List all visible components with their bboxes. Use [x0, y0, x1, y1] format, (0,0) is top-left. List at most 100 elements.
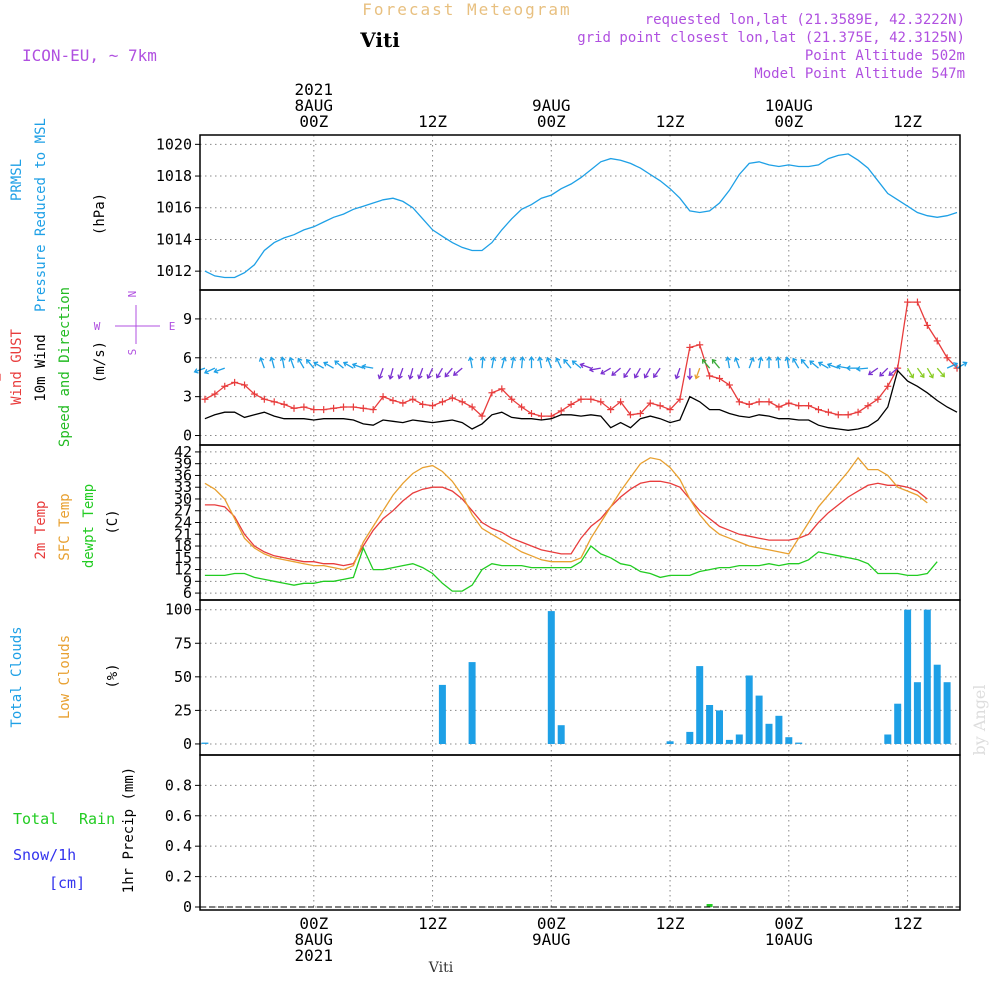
time-axis-label: 12Z [893, 914, 922, 933]
wind-arrow-head [784, 356, 791, 362]
wind-arrow-shaft [777, 357, 780, 369]
wind-direction-arrow [397, 367, 404, 380]
wind-direction-arrow [444, 367, 453, 378]
time-axis-label: 12Z [893, 112, 922, 131]
cloud-bar [725, 739, 733, 744]
wind-arrow-shaft [726, 357, 731, 369]
wind-arrow-shaft [436, 367, 444, 378]
y-tick-label: 0 [183, 898, 192, 916]
y-tick-label: 1020 [156, 135, 192, 153]
y-tick-label: 0.8 [165, 776, 192, 794]
wind-arrow-shaft [956, 362, 967, 369]
wind-arrow-head [653, 373, 658, 379]
precip-y-ticks: 0 0.2 0.4 0.6 0.8 [165, 776, 200, 916]
compass-east: E [169, 320, 176, 333]
wind-arrow-head [919, 373, 925, 379]
wind-direction-arrow [888, 367, 899, 376]
time-axis-label: 2021 [295, 946, 334, 965]
time-axis-label: 8AUG [295, 930, 334, 949]
wind-direction-arrow [867, 367, 879, 376]
wind-arrow-shaft [214, 367, 225, 373]
wind-arrow-shaft [343, 362, 354, 369]
y-tick-label: 33 [174, 478, 192, 496]
precip-marks [200, 904, 960, 908]
gust-marker [508, 395, 516, 403]
wind-direction-arrow [701, 358, 711, 369]
gust-marker [201, 395, 209, 403]
time-axis-label: 00Z [299, 914, 328, 933]
gust-marker [765, 398, 773, 406]
wind-direction-arrow [826, 362, 839, 369]
gust-marker [617, 398, 625, 406]
gust-marker [696, 341, 704, 349]
credit-watermark: by Angel [970, 684, 989, 755]
wind-marks [0, 298, 968, 431]
wind-direction-arrow [686, 368, 693, 381]
gust-marker [735, 398, 743, 406]
wind-arrow-shaft [501, 357, 506, 369]
gust-marker [567, 400, 575, 408]
wind-direction-arrow [936, 367, 946, 378]
wind-arrow-shaft [827, 363, 839, 369]
time-axis-label: 12Z [418, 914, 447, 933]
wind-arrow-head [579, 362, 585, 369]
time-axis-label: 00Z [774, 914, 803, 933]
cloud-bar [923, 609, 931, 744]
wind-direction-arrow [305, 358, 315, 369]
wind-arrow-shaft [538, 357, 543, 369]
clouds-unit: (%) [105, 663, 121, 688]
gust-marker [824, 408, 832, 416]
wind-arrow-head [909, 373, 915, 379]
gust-marker [913, 298, 921, 306]
clouds-frame [199, 599, 961, 756]
gust-marker [834, 411, 842, 419]
wind-direction-arrow [528, 355, 535, 369]
gust-marker [795, 402, 803, 410]
gust-marker [686, 343, 694, 351]
gust-marker [270, 398, 278, 406]
gust-marker [369, 406, 377, 414]
wind-arrow-head [377, 374, 383, 380]
wind-arrow-head [711, 358, 717, 364]
wind-direction-arrow [653, 367, 661, 379]
clouds-marks [201, 609, 951, 744]
wind-arrow-head [426, 374, 432, 380]
gust-marker [587, 395, 595, 403]
total-clouds-label: Total Clouds [9, 626, 25, 727]
wind-direction-arrow [297, 357, 305, 369]
cloud-bar [716, 710, 723, 744]
y-tick-label: 0.6 [165, 807, 192, 825]
gust-marker [250, 390, 258, 398]
grid-point-coords: grid point closest lon,lat (21.375E, 42.… [577, 30, 965, 46]
wind-arrow-head [855, 366, 861, 372]
wind-arrow-shaft [634, 367, 641, 378]
gust-marker [716, 375, 724, 383]
series-line-10m-wind [204, 369, 958, 431]
y-tick-label: 1018 [156, 167, 192, 185]
wind-direction-arrow [784, 356, 791, 369]
y-tick-label: 21 [174, 525, 192, 543]
wind-arrow-head [766, 355, 772, 361]
gust-marker [518, 403, 526, 411]
gust-marker [884, 382, 892, 390]
cloud-bar [557, 725, 565, 744]
wind-arrow-head [817, 361, 823, 367]
gust-marker [409, 395, 417, 403]
y-tick-label: 100 [165, 601, 192, 619]
compass-south: S [126, 349, 139, 356]
wind-direction-arrow [490, 356, 497, 369]
wind-arrow-head [288, 356, 294, 362]
pressure-y-ticks: 1012 1014 1016 1018 1020 [156, 135, 200, 280]
cloud-bar [884, 734, 892, 744]
wind-arrow-head [633, 373, 639, 379]
series-line-2m-temp [204, 480, 928, 567]
wind-arrow-head [775, 356, 782, 361]
precip-panel: 0 0.2 0.4 0.6 0.8 Total Rain Snow/1h [cm] 1h… [13, 754, 961, 916]
cloud-bar [547, 611, 555, 744]
wind-arrow-shaft [546, 357, 552, 369]
y-tick-label: 0.4 [165, 837, 192, 855]
precip-rain-label: Rain [79, 810, 115, 828]
wind-arrow-shaft [313, 362, 325, 369]
gust-marker [389, 397, 397, 405]
wind-arrow-head [519, 356, 526, 361]
